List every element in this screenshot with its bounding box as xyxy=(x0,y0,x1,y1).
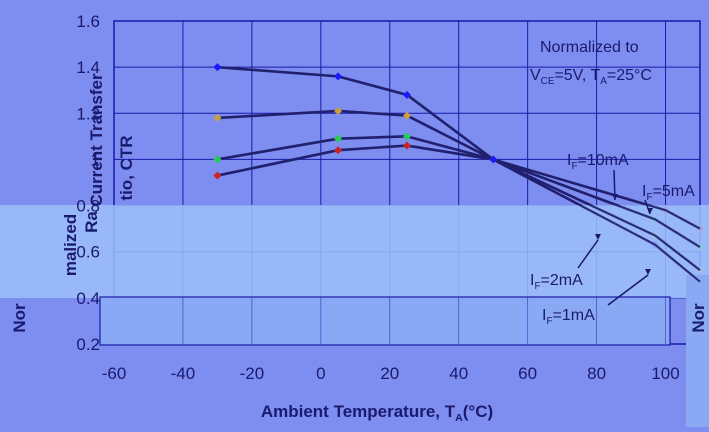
y-tick-label-1: 0.4 xyxy=(76,289,100,308)
series-label-1: IF=5mA xyxy=(642,183,695,203)
x-tick-label-0: -60 xyxy=(102,364,127,383)
overlay-band-right xyxy=(686,275,709,427)
y-axis-label-part-0: Nor xyxy=(10,303,29,333)
series-line-band-0 xyxy=(644,205,701,230)
x-tick-label-1: -40 xyxy=(171,364,196,383)
series-label-pointer-2 xyxy=(577,239,599,269)
series-1-point-1 xyxy=(334,134,343,143)
y-tick-label-6: 1.4 xyxy=(76,58,100,77)
series-0-point-2 xyxy=(403,141,411,150)
series-label-pointer-3 xyxy=(607,274,649,306)
series-3-point-3 xyxy=(489,155,498,164)
y-tick-label-0: 0.2 xyxy=(76,335,100,354)
series-line-band-3 xyxy=(577,205,701,283)
series-3-point-1 xyxy=(334,72,343,81)
series-1-point-2 xyxy=(403,132,411,141)
y-tick-label-7: 1.6 xyxy=(76,12,100,31)
y-axis-label-part-4: tio, CTR xyxy=(117,135,136,200)
y-axis-label-part-1: malized xyxy=(61,214,80,276)
x-tick-label-3: 0 xyxy=(316,364,325,383)
series-label-3: IF=1mA xyxy=(542,307,595,327)
y-tick-label-2: 0.6 xyxy=(76,243,100,262)
series-label-2: IF=2mA xyxy=(530,272,583,292)
y-tick-label-3: 0.8 xyxy=(76,197,100,216)
y-axis-label-part-2: Current Transfer xyxy=(87,73,106,207)
overlay-band-box xyxy=(99,296,671,346)
series-2-point-0 xyxy=(213,113,222,122)
annotation-line-2: VCE=5V, TA=25°C xyxy=(530,67,652,87)
x-tick-label-7: 80 xyxy=(587,364,606,383)
series-label-arrow-2 xyxy=(595,234,601,240)
series-2-point-2 xyxy=(403,111,411,120)
series-1-point-0 xyxy=(213,155,222,164)
x-tick-label-5: 40 xyxy=(449,364,468,383)
x-tick-label-8: 100 xyxy=(651,364,679,383)
series-label-0: IF=10mA xyxy=(567,152,629,172)
x-tick-label-2: -20 xyxy=(240,364,265,383)
series-line-band-1 xyxy=(613,205,701,249)
y-axis-label-part-5: Nor xyxy=(689,303,708,333)
annotation-line-1: Normalized to xyxy=(540,39,639,56)
x-tick-label-6: 60 xyxy=(518,364,537,383)
series-3-point-2 xyxy=(403,90,411,99)
series-line-band-2 xyxy=(587,205,701,272)
series-3-point-0 xyxy=(213,63,222,72)
x-tick-label-4: 20 xyxy=(380,364,399,383)
x-axis-label: Ambient Temperature, TA(°C) xyxy=(261,402,493,424)
series-label-arrow-1 xyxy=(647,208,653,214)
series-0-point-1 xyxy=(334,146,343,155)
series-label-arrow-3 xyxy=(645,269,651,275)
series-0-point-0 xyxy=(213,171,222,180)
overlay-band-light xyxy=(0,205,709,298)
series-2-point-1 xyxy=(334,106,343,115)
y-tick-label-5: 1.2 xyxy=(76,104,100,123)
y-tick-label-4: 1 xyxy=(91,150,100,169)
series-label-arrow-0 xyxy=(612,194,618,200)
y-axis-label-part-3: Ra xyxy=(82,211,101,233)
